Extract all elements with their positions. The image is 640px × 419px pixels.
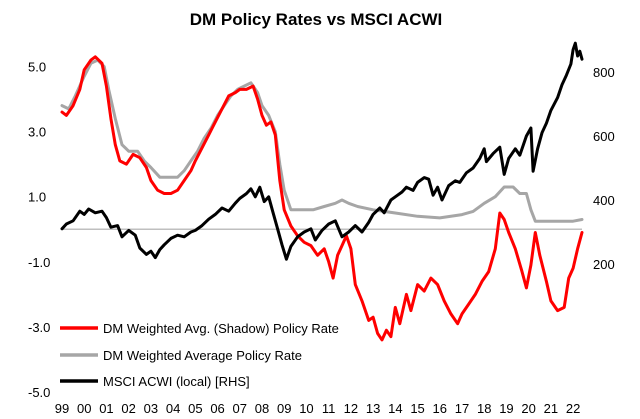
policy-rate-line	[60, 58, 584, 223]
x-tick-label: 03	[144, 401, 158, 416]
left-y-axis: 5.0 3.0 1.0 -1.0 -3.0 -5.0	[28, 60, 50, 400]
x-tick-label: 20	[521, 401, 535, 416]
x-axis: 99 00 01 02 03 04 05 06 07 08 09 10 11 12 13 14 15 16 17 18…	[55, 401, 581, 416]
right-tick-label: 400	[593, 193, 615, 208]
x-tick-label: 04	[166, 401, 180, 416]
x-tick-label: 01	[99, 401, 113, 416]
right-tick-label: 200	[593, 257, 615, 272]
right-tick-label: 800	[593, 65, 615, 80]
x-tick-label: 08	[255, 401, 269, 416]
x-tick-label: 12	[344, 401, 358, 416]
x-tick-label: 11	[322, 401, 336, 416]
left-tick-label: 3.0	[28, 125, 46, 140]
x-tick-label: 15	[410, 401, 424, 416]
x-tick-label: 09	[277, 401, 291, 416]
left-tick-label: 5.0	[28, 60, 46, 75]
x-tick-label: 22	[566, 401, 580, 416]
x-tick-label: 14	[388, 401, 402, 416]
x-tick-label: 13	[366, 401, 380, 416]
left-tick-label: -5.0	[28, 385, 50, 400]
x-tick-label: 10	[299, 401, 313, 416]
x-tick-label: 17	[455, 401, 469, 416]
x-tick-label: 18	[477, 401, 491, 416]
shadow-rate-line	[60, 55, 584, 342]
x-tick-label: 99	[55, 401, 69, 416]
x-tick-label: 02	[121, 401, 135, 416]
x-tick-label: 07	[233, 401, 247, 416]
left-tick-label: 1.0	[28, 190, 46, 205]
x-tick-label: 16	[433, 401, 447, 416]
left-tick-label: -3.0	[28, 320, 50, 335]
legend: DM Weighted Avg. (Shadow) Policy Rate DM…	[60, 321, 339, 389]
x-tick-label: 05	[188, 401, 202, 416]
legend-label-shadow-rate: DM Weighted Avg. (Shadow) Policy Rate	[103, 321, 339, 336]
series-group	[60, 41, 584, 342]
x-tick-label: 19	[499, 401, 513, 416]
right-y-axis: 800 600 400 200	[593, 65, 615, 272]
right-tick-label: 600	[593, 129, 615, 144]
x-tick-label: 21	[544, 401, 558, 416]
chart-title: DM Policy Rates vs MSCI ACWI	[190, 10, 443, 29]
x-tick-label: 00	[77, 401, 91, 416]
legend-label-policy-rate: DM Weighted Average Policy Rate	[103, 348, 302, 363]
legend-label-msci-acwi: MSCI ACWI (local) [RHS]	[103, 374, 250, 389]
x-tick-label: 06	[210, 401, 224, 416]
msci-acwi-line	[60, 41, 584, 261]
left-tick-label: -1.0	[28, 255, 50, 270]
